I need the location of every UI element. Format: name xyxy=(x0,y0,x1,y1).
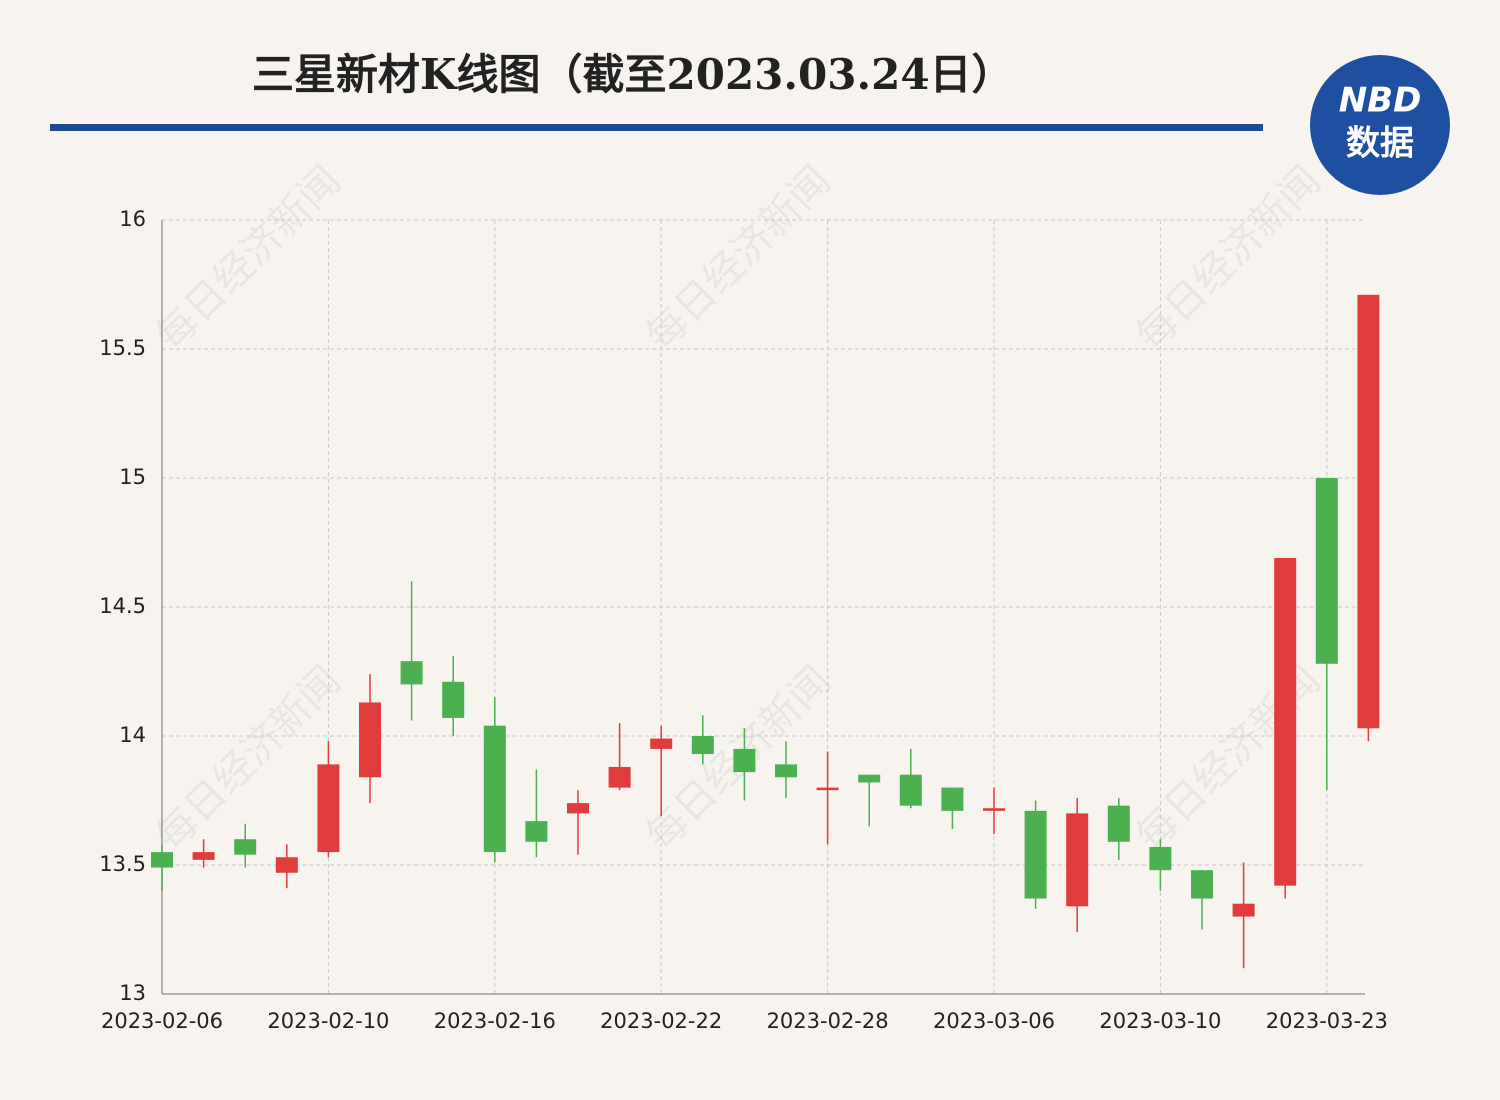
y-tick-label: 16 xyxy=(119,207,146,231)
x-tick-label: 2023-02-28 xyxy=(767,1009,889,1033)
x-tick-label: 2023-02-22 xyxy=(600,1009,722,1033)
candle-body xyxy=(151,852,173,868)
candle-body xyxy=(858,774,881,783)
candle-body xyxy=(816,787,839,791)
y-tick-label: 13.5 xyxy=(99,852,146,876)
candle-body xyxy=(442,681,465,718)
candle-body xyxy=(483,725,506,853)
candle-body xyxy=(1357,294,1380,729)
candle-body xyxy=(1066,813,1089,907)
candle-body xyxy=(400,661,423,685)
candle-body xyxy=(1024,810,1047,899)
candle-body xyxy=(983,808,1005,811)
logo-top: NBD xyxy=(1339,81,1422,121)
candle-body xyxy=(567,803,589,814)
logo xyxy=(1310,55,1450,195)
chart-title: 三星新材K线图（截至2023.03.24日） xyxy=(252,50,1014,99)
candle-body xyxy=(275,857,298,873)
y-tick-label: 14.5 xyxy=(99,594,146,618)
candle-body xyxy=(733,748,756,773)
candle-body xyxy=(941,787,964,811)
y-tick-label: 15 xyxy=(119,465,146,489)
candle-body xyxy=(608,766,631,788)
x-tick-label: 2023-03-06 xyxy=(933,1009,1055,1033)
candle-body xyxy=(1315,478,1338,664)
candle-body xyxy=(317,764,340,853)
candle-body xyxy=(775,764,797,778)
candle-body xyxy=(525,821,548,842)
x-tick-label: 2023-03-10 xyxy=(1099,1009,1221,1033)
title-rule xyxy=(50,124,1263,131)
candle-body xyxy=(192,852,215,860)
candle-body xyxy=(1191,870,1213,899)
candle-body xyxy=(234,839,257,855)
candle-body xyxy=(650,738,673,749)
candle-body xyxy=(1232,903,1255,917)
logo-bottom: 数据 xyxy=(1346,124,1414,164)
y-tick-label: 15.5 xyxy=(99,336,146,360)
x-tick-label: 2023-02-10 xyxy=(267,1009,389,1033)
candle-body xyxy=(691,736,714,755)
y-tick-label: 14 xyxy=(119,723,146,747)
candle-body xyxy=(1149,846,1172,871)
x-tick-label: 2023-03-23 xyxy=(1266,1009,1388,1033)
x-tick-label: 2023-02-06 xyxy=(101,1009,223,1033)
candle-body xyxy=(1274,557,1297,886)
candle-body xyxy=(359,702,381,778)
x-tick-label: 2023-02-16 xyxy=(434,1009,556,1033)
candle-body xyxy=(1107,805,1130,842)
candle-body xyxy=(899,774,922,806)
y-tick-label: 13 xyxy=(119,981,146,1005)
